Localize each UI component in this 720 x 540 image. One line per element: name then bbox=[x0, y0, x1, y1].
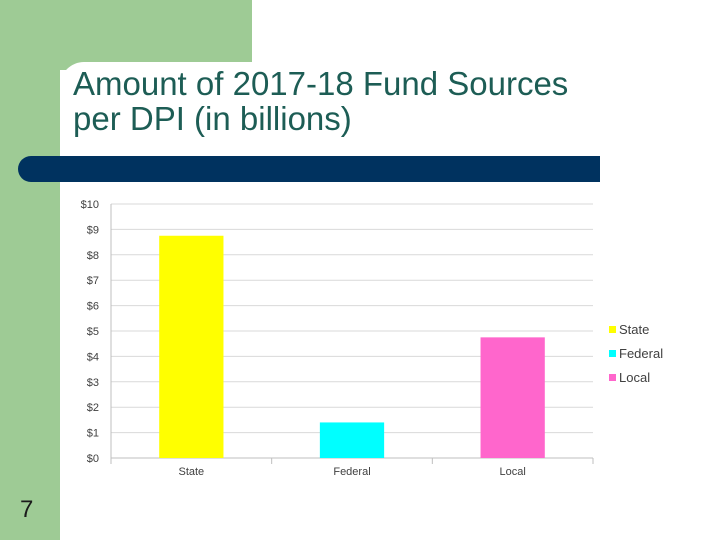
legend: State Federal Local bbox=[609, 322, 663, 385]
slide-title: Amount of 2017-18 Fund Sources per DPI (… bbox=[73, 66, 568, 136]
side-accent-bar bbox=[0, 0, 60, 540]
legend-label: State bbox=[619, 322, 649, 337]
title-underline-bar bbox=[18, 156, 600, 182]
bar-state bbox=[159, 235, 224, 458]
x-tick-label: Federal bbox=[333, 466, 370, 478]
title-line-1: Amount of 2017-18 Fund Sources bbox=[73, 65, 569, 102]
y-axis-tick-labels: $0 $1 $2 $3 $4 $5 $6 $7 $8 $9 $10 bbox=[81, 199, 99, 465]
y-tick-label: $5 bbox=[87, 326, 99, 338]
x-axis-tick-labels: State Federal Local bbox=[178, 466, 525, 478]
y-tick-label: $0 bbox=[87, 453, 99, 465]
top-accent-block bbox=[60, 0, 252, 70]
x-tick-label: Local bbox=[500, 466, 526, 478]
legend-swatch bbox=[609, 350, 616, 357]
y-tick-label: $10 bbox=[81, 199, 99, 211]
page-number: 7 bbox=[20, 496, 34, 523]
y-tick-label: $8 bbox=[87, 250, 99, 262]
y-tick-label: $2 bbox=[87, 402, 99, 414]
y-tick-label: $3 bbox=[87, 377, 99, 389]
x-tick-label: State bbox=[178, 466, 204, 478]
y-tick-label: $9 bbox=[87, 224, 99, 236]
y-tick-label: $1 bbox=[87, 428, 99, 440]
bar-federal bbox=[319, 422, 385, 458]
bar-local bbox=[480, 337, 545, 458]
legend-swatch bbox=[609, 374, 616, 381]
title-line-2: per DPI (in billions) bbox=[73, 100, 352, 137]
bars bbox=[159, 235, 545, 458]
y-tick-label: $4 bbox=[87, 351, 99, 363]
legend-label: Local bbox=[619, 370, 650, 385]
legend-swatch bbox=[609, 326, 616, 333]
y-tick-label: $7 bbox=[87, 275, 99, 287]
legend-label: Federal bbox=[619, 346, 663, 361]
y-tick-label: $6 bbox=[87, 301, 99, 313]
title-panel bbox=[60, 62, 660, 162]
